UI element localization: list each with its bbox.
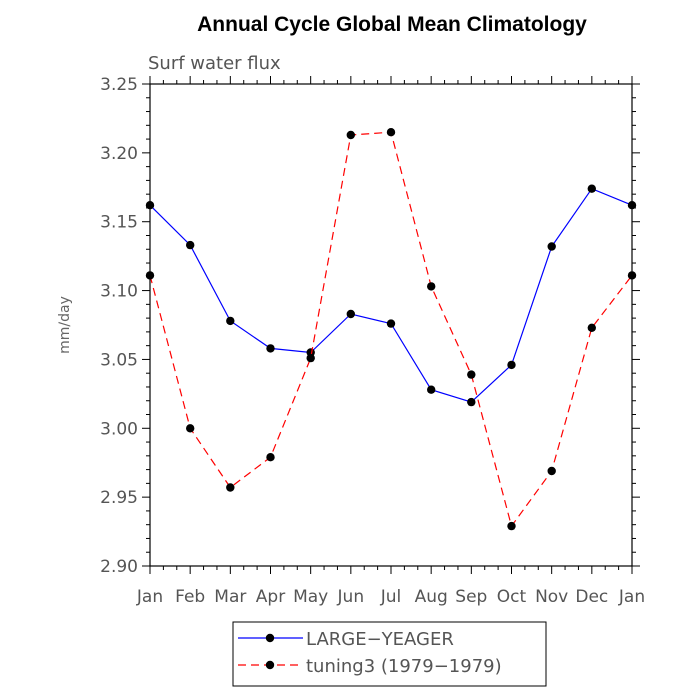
x-tick-label: Mar <box>214 587 246 607</box>
y-tick-label: 3.05 <box>100 350 138 370</box>
x-tick-label: Dec <box>575 587 608 607</box>
data-point <box>186 240 195 250</box>
legend-box <box>232 621 547 687</box>
series-1 <box>145 128 637 531</box>
series-line-0 <box>149 187 633 403</box>
series-line-1 <box>149 131 633 528</box>
x-tick-label: Jul <box>380 587 402 607</box>
data-point <box>627 201 637 210</box>
minor-ticks <box>146 80 636 570</box>
data-point <box>467 397 476 407</box>
data-point <box>507 521 516 531</box>
x-tick-label: Jan <box>136 587 163 607</box>
x-tick-labels: Jan Feb Mar Apr May Jun Jul Aug Sep Oct Nov Dec Jan <box>136 587 645 607</box>
chart-title: Annual Cycle Global Mean Climatology <box>197 13 587 36</box>
x-tick-label: Feb <box>175 587 205 607</box>
x-tick-label: Sep <box>455 587 487 607</box>
x-tick-label: May <box>293 587 328 607</box>
major-ticks <box>142 76 640 574</box>
chart-subtitle: Surf water flux <box>148 53 281 74</box>
x-tick-label: Apr <box>256 587 285 607</box>
data-point <box>145 201 155 210</box>
data-point <box>427 282 436 291</box>
y-tick-label: 3.10 <box>100 282 138 302</box>
data-point <box>226 483 235 492</box>
data-point <box>587 184 596 193</box>
series-0 <box>145 184 637 407</box>
data-point <box>306 353 315 363</box>
data-point <box>547 242 556 251</box>
data-point <box>547 466 556 476</box>
y-tick-label: 2.90 <box>100 557 138 577</box>
data-point <box>266 453 275 462</box>
series-layer <box>145 128 637 531</box>
data-point <box>507 360 516 370</box>
data-point <box>427 385 436 394</box>
y-tick-labels: 2.90 2.95 3.00 3.05 3.10 3.15 3.20 3.25 <box>100 75 138 577</box>
data-point <box>587 323 596 332</box>
y-tick-label: 3.20 <box>100 144 138 164</box>
legend-marker-series-0 <box>265 633 275 643</box>
legend-label-series-0: LARGE−YEAGER <box>306 629 454 650</box>
data-point <box>386 128 396 137</box>
y-tick-label: 3.25 <box>100 75 138 95</box>
x-tick-label: Jan <box>618 587 645 607</box>
data-point <box>266 344 275 353</box>
data-point <box>186 424 195 433</box>
y-axis-label: mm/day <box>57 296 73 354</box>
data-point <box>226 316 235 326</box>
x-tick-label: Oct <box>497 587 527 607</box>
data-point <box>467 370 476 379</box>
y-tick-label: 3.00 <box>100 419 138 439</box>
y-tick-label: 3.15 <box>100 213 138 233</box>
data-point <box>145 271 155 280</box>
y-tick-label: 2.95 <box>100 488 138 508</box>
data-point <box>346 309 355 319</box>
data-point <box>346 130 355 140</box>
x-tick-label: Jun <box>337 587 365 607</box>
legend-label-series-1: tuning3 (1979−1979) <box>306 656 502 677</box>
legend-marker-series-1 <box>265 660 275 670</box>
data-point <box>627 271 637 280</box>
x-tick-label: Nov <box>535 587 568 607</box>
legend: LARGE−YEAGER tuning3 (1979−1979) <box>232 621 547 687</box>
data-point <box>386 319 396 328</box>
x-tick-label: Aug <box>415 587 448 607</box>
